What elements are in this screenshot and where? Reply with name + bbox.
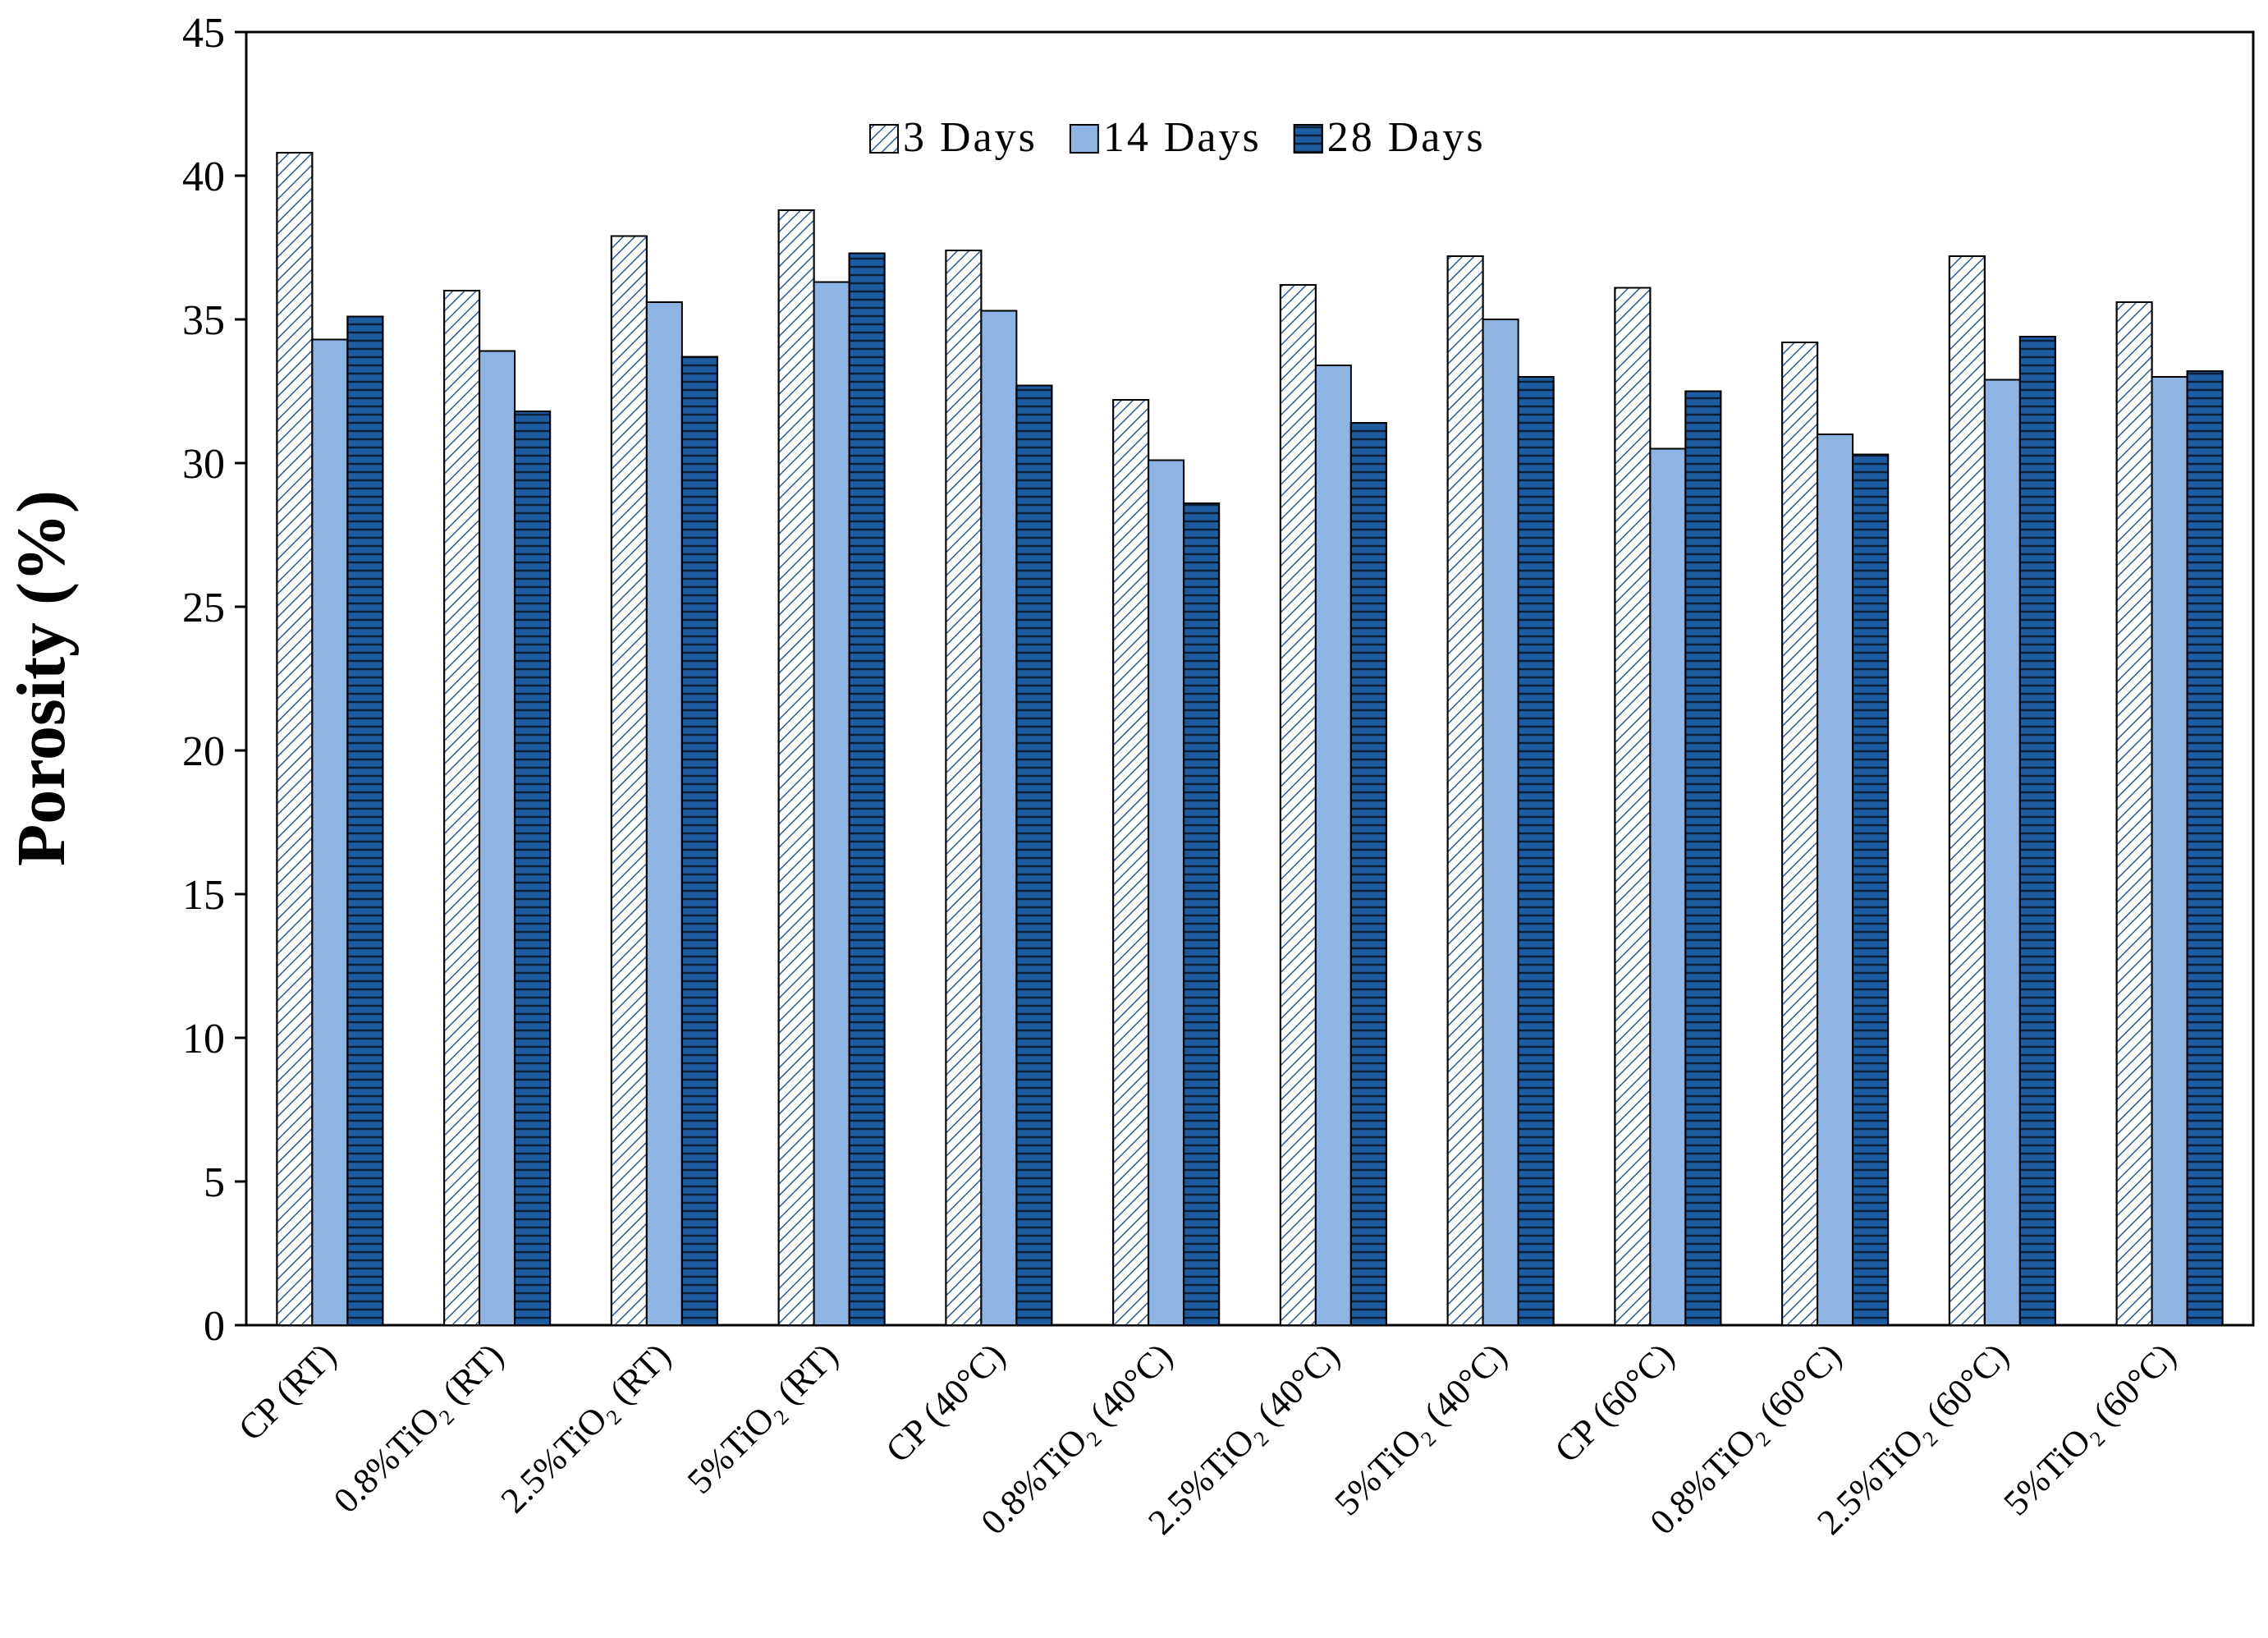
y-tick-label: 35 bbox=[182, 297, 225, 344]
bar-hatch bbox=[1852, 453, 1890, 1326]
y-tick-label: 5 bbox=[204, 1159, 225, 1206]
x-tick-label: 5%TiO₂ (60°C) bbox=[1995, 1335, 2183, 1523]
bar-hatch bbox=[680, 356, 718, 1326]
bar-hatch bbox=[276, 152, 314, 1326]
bar bbox=[1983, 379, 2021, 1326]
y-tick-label: 20 bbox=[182, 728, 225, 775]
bar-hatch bbox=[1279, 284, 1317, 1326]
y-tick-label: 45 bbox=[182, 10, 225, 57]
bar bbox=[813, 281, 850, 1326]
legend-swatch-hatch bbox=[1293, 124, 1323, 154]
x-tick-label: CP (RT) bbox=[231, 1335, 344, 1448]
legend-label: 14 Days bbox=[1103, 114, 1262, 161]
bar-hatch bbox=[1446, 255, 1484, 1326]
bar-hatch bbox=[1781, 342, 1819, 1326]
bar bbox=[311, 338, 349, 1326]
x-tick-label: CP (40°C) bbox=[878, 1335, 1013, 1470]
bar bbox=[2151, 376, 2188, 1326]
bar-hatch bbox=[2018, 336, 2056, 1326]
x-tick-label: 2.5%TiO₂ (RT) bbox=[493, 1335, 679, 1521]
bar-hatch bbox=[1112, 399, 1150, 1326]
bar-hatch bbox=[2115, 301, 2153, 1326]
bar bbox=[1314, 365, 1352, 1326]
bar-hatch bbox=[2186, 370, 2224, 1326]
bar-hatch bbox=[1948, 255, 1986, 1326]
bar-hatch bbox=[777, 209, 815, 1326]
plot-frame bbox=[245, 30, 2255, 1327]
bar-hatch bbox=[1684, 390, 1722, 1326]
legend-label: 3 Days bbox=[903, 114, 1038, 161]
bar bbox=[645, 301, 683, 1326]
bar bbox=[1482, 319, 1519, 1326]
x-tick-label: 5%TiO₂ (RT) bbox=[680, 1335, 845, 1501]
y-tick-label: 30 bbox=[182, 441, 225, 488]
legend-swatch bbox=[1069, 124, 1099, 154]
bar-hatch bbox=[1517, 376, 1555, 1326]
bar-hatch bbox=[514, 411, 552, 1326]
y-tick-label: 10 bbox=[182, 1016, 225, 1062]
y-tick-label: 40 bbox=[182, 154, 225, 200]
bar-hatch bbox=[945, 250, 983, 1326]
x-tick-label: 0.8%TiO₂ (RT) bbox=[326, 1335, 511, 1521]
y-tick-label: 15 bbox=[182, 872, 225, 919]
bar-hatch bbox=[1614, 287, 1652, 1326]
bar bbox=[1148, 459, 1185, 1326]
bar bbox=[479, 350, 516, 1326]
y-axis-label: Porosity (%) bbox=[3, 490, 80, 866]
x-tick-label: 5%TiO₂ (40°C) bbox=[1326, 1335, 1514, 1523]
bar-hatch bbox=[346, 315, 384, 1326]
bar bbox=[1817, 434, 1854, 1326]
bar-hatch bbox=[1183, 502, 1221, 1326]
bar-hatch bbox=[1349, 422, 1387, 1326]
bar-hatch bbox=[848, 252, 886, 1326]
legend-swatch-hatch bbox=[869, 124, 899, 154]
y-tick-label: 0 bbox=[204, 1303, 225, 1350]
bar bbox=[1649, 447, 1687, 1326]
legend-label: 28 Days bbox=[1327, 114, 1486, 161]
bar-hatch bbox=[610, 235, 648, 1326]
bar-hatch bbox=[1015, 384, 1053, 1326]
bar-hatch bbox=[443, 290, 481, 1326]
y-tick-label: 25 bbox=[182, 585, 225, 631]
x-tick-label: CP (60°C) bbox=[1547, 1335, 1682, 1470]
bar bbox=[980, 310, 1018, 1326]
